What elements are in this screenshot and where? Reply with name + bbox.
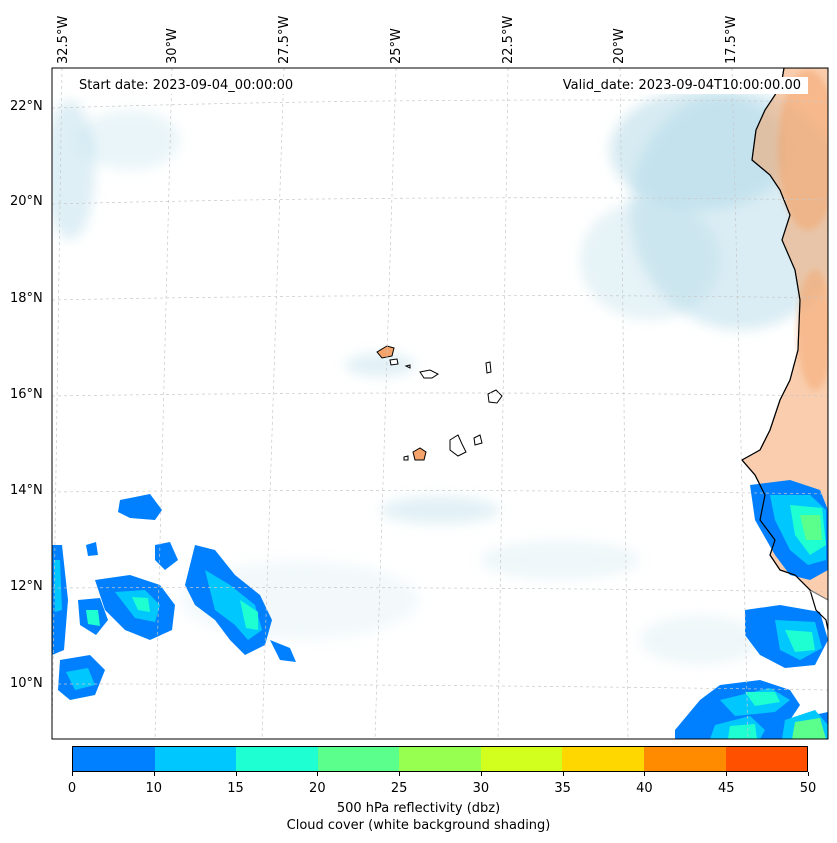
lon-label: 20°W (612, 28, 627, 64)
lat-label: 20°N (10, 194, 43, 209)
colorbar-sublabel: Cloud cover (white background shading) (286, 818, 551, 833)
lon-label: 27.5°W (277, 15, 292, 64)
colorbar-segment (480, 747, 563, 771)
africa-land (741, 68, 828, 601)
colorbar-tick-label: 10 (145, 781, 163, 796)
colorbar-tick-mark (399, 772, 401, 776)
colorbar-tick-label: 0 (67, 781, 77, 796)
lon-label: 25°W (389, 28, 404, 64)
lat-label: 10°N (10, 676, 43, 691)
colorbar-tick-label: 30 (472, 781, 490, 796)
colorbar-tick-label: 25 (390, 781, 408, 796)
colorbar-tick-mark (562, 772, 564, 776)
lat-label: 16°N (10, 387, 43, 402)
colorbar-tick-mark (72, 772, 73, 776)
lat-label: 14°N (10, 483, 43, 498)
reflectivity-layer (52, 480, 828, 739)
start-date-label: Start date: 2023-09-04_00:00:00 (72, 77, 301, 94)
lon-label: 30°W (165, 28, 180, 64)
lat-label: 18°N (10, 291, 43, 306)
colorbar-segment (154, 747, 237, 771)
colorbar-tick-mark (317, 772, 319, 776)
colorbar-label: 500 hPa reflectivity (dbz) (336, 801, 501, 816)
colorbar-tick-label: 20 (309, 781, 326, 796)
colorbar-segment (562, 747, 644, 771)
lon-label: 17.5°W (724, 15, 739, 64)
colorbar-tick-mark (153, 772, 155, 776)
colorbar-tick-mark (644, 772, 646, 776)
reflectivity-colorbar (72, 746, 808, 772)
colorbar-tick-label: 45 (717, 781, 735, 796)
lat-label: 12°N (10, 579, 43, 594)
lon-label: 22.5°W (501, 15, 516, 64)
colorbar-segment (725, 747, 808, 771)
cape-verde-islands (376, 345, 503, 461)
graticule (52, 68, 828, 739)
colorbar-tick-label: 40 (636, 781, 653, 796)
colorbar-segment (317, 747, 400, 771)
valid-date-label: Valid_date: 2023-09-04T10:00:00.00 (555, 77, 808, 94)
colorbar-segment (643, 747, 726, 771)
colorbar-tick-mark (808, 772, 809, 776)
colorbar-tick-mark (726, 772, 728, 776)
lon-label: 32.5°W (56, 15, 71, 64)
colorbar-segment (236, 747, 318, 771)
colorbar-tick-mark (235, 772, 237, 776)
colorbar-tick-label: 50 (799, 781, 817, 796)
map-frame (51, 67, 829, 740)
colorbar-segment (73, 747, 155, 771)
colorbar-tick-label: 35 (554, 781, 571, 796)
africa-coastline (741, 68, 828, 631)
lat-label: 22°N (10, 99, 43, 114)
colorbar-segment (399, 747, 481, 771)
colorbar-tick-mark (480, 772, 482, 776)
colorbar-tick-label: 15 (227, 781, 244, 796)
